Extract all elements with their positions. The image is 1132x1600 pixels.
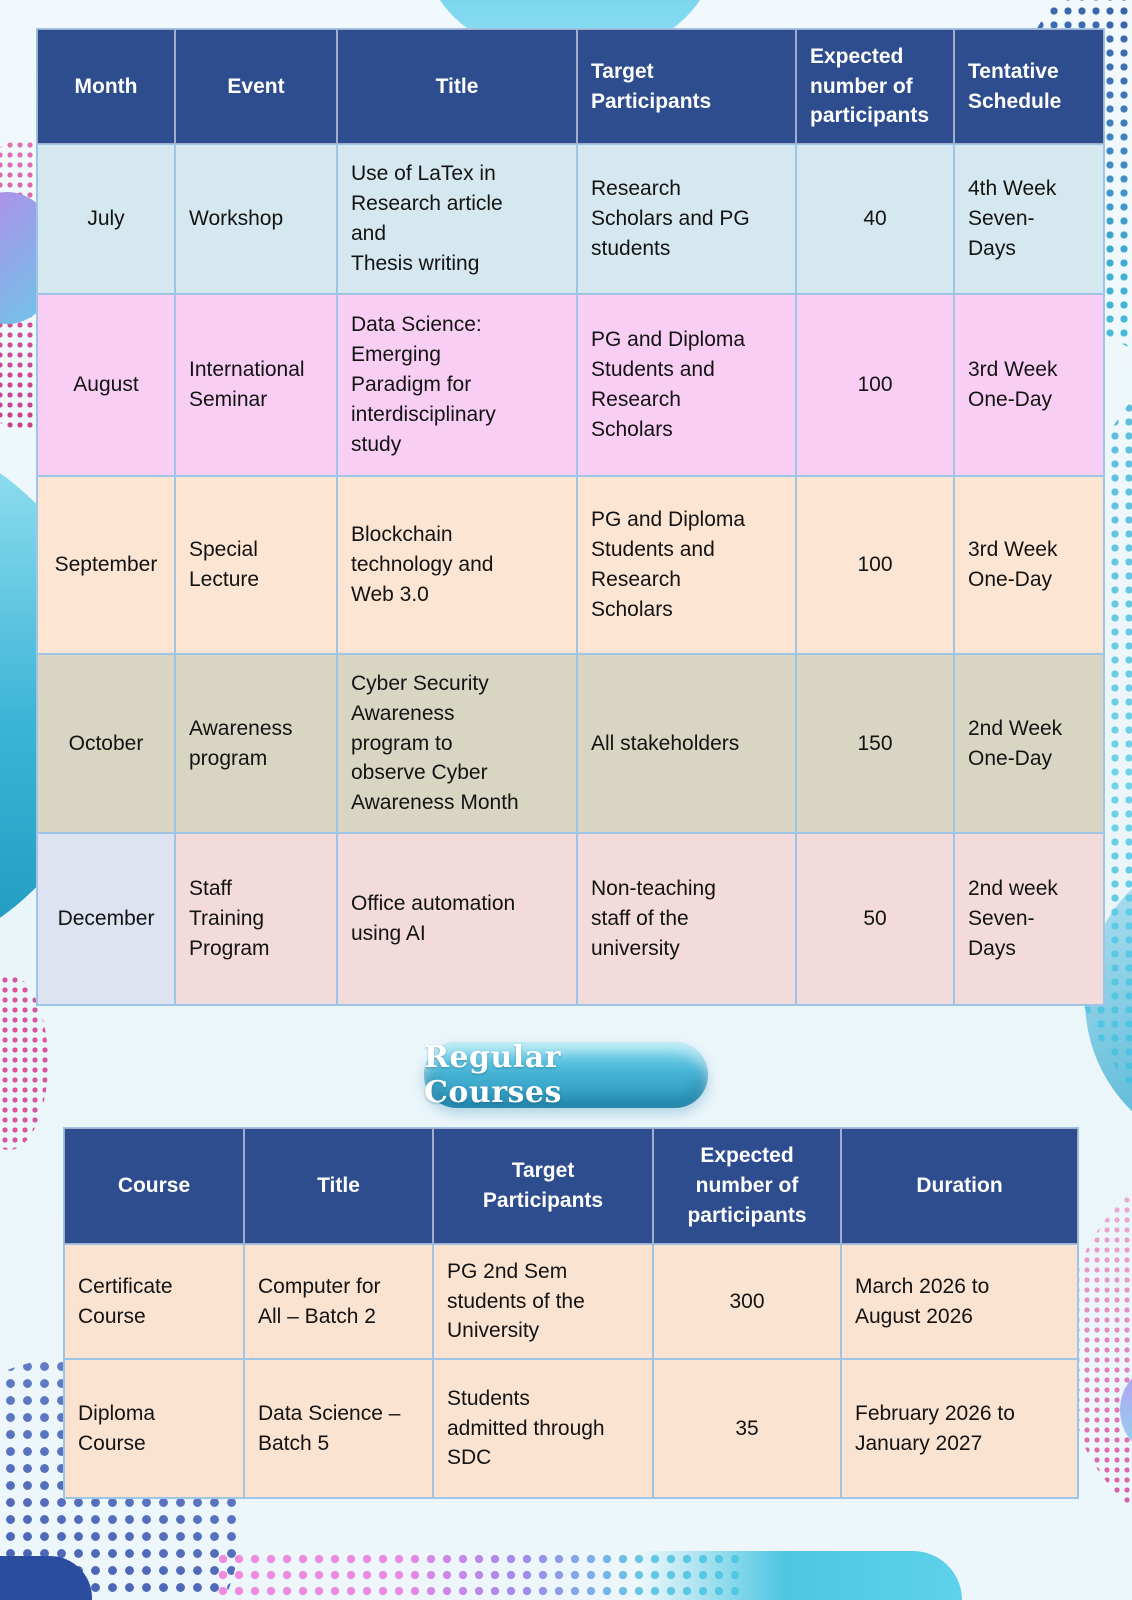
table-cell: September — [37, 476, 175, 654]
table-cell: Awareness program — [175, 654, 337, 833]
table-cell: 50 — [796, 833, 954, 1005]
table-cell: PG and Diploma Students and Research Sch… — [577, 476, 796, 654]
table-cell: 3rd Week One-Day — [954, 476, 1104, 654]
regular-courses-button[interactable]: Regular Courses — [424, 1040, 708, 1110]
table-cell: 35 — [653, 1359, 841, 1498]
table-cell: October — [37, 654, 175, 833]
table-row: December Staff Training Program Office aut… — [37, 833, 1104, 1005]
table-cell: Special Lecture — [175, 476, 337, 654]
column-header: Title — [244, 1128, 433, 1244]
table-cell: Computer for All – Batch 2 — [244, 1244, 433, 1359]
table-cell: Non-teaching staff of the university — [577, 833, 796, 1005]
table-cell: Data Science – Batch 5 — [244, 1359, 433, 1498]
table-cell: Office automation using AI — [337, 833, 577, 1005]
table-row: Diploma Course Data Science – Batch 5 Stud… — [64, 1359, 1078, 1498]
header-row: Month Event Title Target Participants Expect… — [37, 29, 1104, 144]
table-cell: 150 — [796, 654, 954, 833]
table-row: September Special Lecture Blockchain techn… — [37, 476, 1104, 654]
column-header: Title — [337, 29, 577, 144]
table-cell: PG and Diploma Students and Research Sch… — [577, 294, 796, 476]
table-row: August International Seminar Data Science:… — [37, 294, 1104, 476]
table-cell: Blockchain technology and Web 3.0 — [337, 476, 577, 654]
table-cell: 100 — [796, 476, 954, 654]
column-header: Expected number of participants — [653, 1128, 841, 1244]
table-cell: 3rd Week One-Day — [954, 294, 1104, 476]
column-header: Duration — [841, 1128, 1078, 1244]
table-cell: Staff Training Program — [175, 833, 337, 1005]
regular-courses-button-label: Regular Courses — [424, 1040, 562, 1110]
table-cell: 40 — [796, 144, 954, 294]
column-header: Event — [175, 29, 337, 144]
header-row: Course Title Target Participants Expected n… — [64, 1128, 1078, 1244]
table-cell: PG 2nd Sem students of the University — [433, 1244, 653, 1359]
events-schedule-table: Month Event Title Target Participants Expect… — [36, 28, 1105, 1006]
column-header: Month — [37, 29, 175, 144]
decoration-bottom-cyan-bar — [640, 1551, 962, 1600]
table-cell: Students admitted through SDC — [433, 1359, 653, 1498]
table-row: Certificate Course Computer for All – Bat… — [64, 1244, 1078, 1359]
table-row: July Workshop Use of LaTex in Research art… — [37, 144, 1104, 294]
table-cell: Cyber Security Awareness program to obse… — [337, 654, 577, 833]
table-cell: Workshop — [175, 144, 337, 294]
column-header: Tentative Schedule — [954, 29, 1104, 144]
table-cell: International Seminar — [175, 294, 337, 476]
table-cell: July — [37, 144, 175, 294]
column-header: Target Participants — [577, 29, 796, 144]
table-cell: December — [37, 833, 175, 1005]
table-cell: Use of LaTex in Research article and The… — [337, 144, 577, 294]
table-cell: 2nd week Seven- Days — [954, 833, 1104, 1005]
table-cell: All stakeholders — [577, 654, 796, 833]
table-cell: Certificate Course — [64, 1244, 244, 1359]
table-cell: 4th Week Seven- Days — [954, 144, 1104, 294]
column-header: Course — [64, 1128, 244, 1244]
table-cell: Diploma Course — [64, 1359, 244, 1498]
table-cell: February 2026 to January 2027 — [841, 1359, 1078, 1498]
table-cell: 300 — [653, 1244, 841, 1359]
table-cell: 2nd Week One-Day — [954, 654, 1104, 833]
table-cell: March 2026 to August 2026 — [841, 1244, 1078, 1359]
table-cell: 100 — [796, 294, 954, 476]
table-cell: Data Science: Emerging Paradigm for inte… — [337, 294, 577, 476]
table-row: October Awareness program Cyber Security A… — [37, 654, 1104, 833]
table-cell: Research Scholars and PG students — [577, 144, 796, 294]
table-cell: August — [37, 294, 175, 476]
regular-courses-table: Course Title Target Participants Expected n… — [63, 1127, 1079, 1499]
column-header: Target Participants — [433, 1128, 653, 1244]
column-header: Expected number of participants — [796, 29, 954, 144]
